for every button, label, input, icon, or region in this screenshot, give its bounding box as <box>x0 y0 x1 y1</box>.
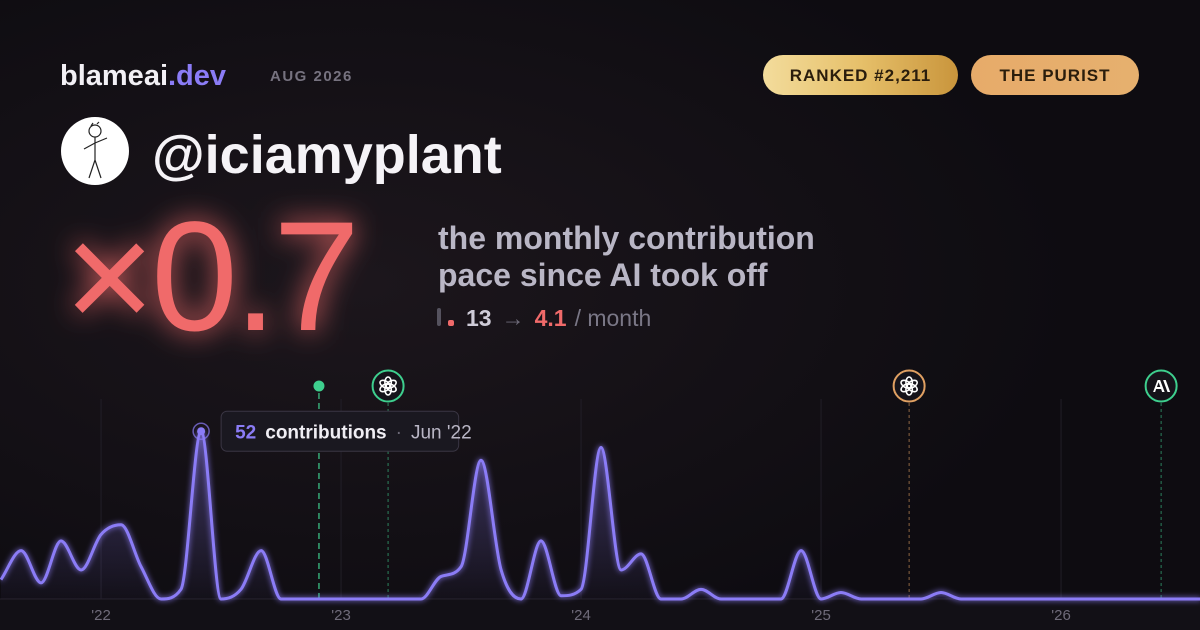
event-dot <box>313 380 325 392</box>
brand: blameai.dev <box>60 60 226 92</box>
date: AUG 2026 <box>270 68 353 85</box>
highlight-point <box>197 427 206 436</box>
tooltip-separator: · <box>396 422 402 443</box>
badge <box>763 55 958 95</box>
tooltip-text: 52 contributions · Jun '22 <box>235 422 472 443</box>
after-icon <box>448 320 454 326</box>
brand-name: blameai <box>60 60 168 92</box>
tooltip-date: Jun '22 <box>411 422 472 443</box>
description: the monthly contribution <box>438 220 815 256</box>
before-icon <box>437 308 441 326</box>
area <box>0 431 1200 599</box>
x-tick-label: '26 <box>1051 607 1071 624</box>
unit: / month <box>575 305 652 331</box>
x-axis-band <box>0 599 1200 630</box>
arrow: → <box>502 305 525 331</box>
x-tick-label: '25 <box>811 607 831 624</box>
badge-label: THE PURIST <box>999 66 1110 85</box>
tooltip-value: 52 <box>235 422 256 443</box>
brand-suffix: .dev <box>168 60 226 92</box>
tooltip-label: contributions <box>265 422 386 443</box>
highlight-ring <box>192 422 210 441</box>
pace-stats: 13 → 4.1 / month <box>466 305 651 331</box>
handle: @iciamyplant <box>152 125 502 185</box>
avatar <box>61 117 129 185</box>
contribution-chart: '22 '23 '24 '25 '26 52 contributions · Jun '22 <box>0 369 1200 630</box>
badge <box>971 55 1139 95</box>
multiplier: ×0.7 <box>64 190 356 364</box>
after-value: 4.1 <box>535 305 567 331</box>
tooltip <box>220 410 460 452</box>
x-tick-label: '24 <box>571 607 591 624</box>
event-icon <box>892 369 926 403</box>
x-tick-label: '23 <box>331 607 351 624</box>
badge-label: RANKED #2,211 <box>790 66 932 85</box>
description: pace since AI took off <box>438 257 768 293</box>
event-icon <box>371 369 405 403</box>
x-tick-label: '22 <box>91 607 111 624</box>
before-value: 13 <box>466 305 492 331</box>
